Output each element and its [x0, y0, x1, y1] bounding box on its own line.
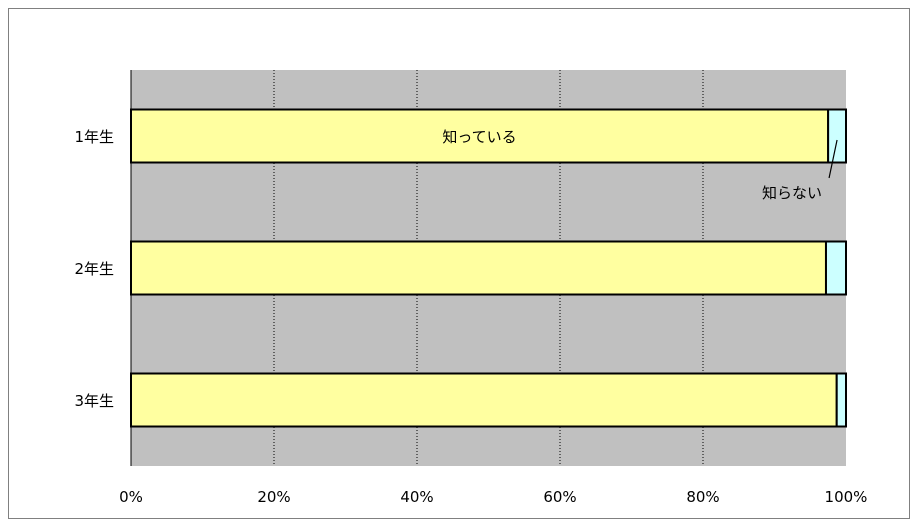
x-tick-label: 60%: [543, 488, 576, 506]
bar-unknown-3: [835, 372, 848, 428]
x-tick-label: 40%: [400, 488, 433, 506]
bar-known-1: [130, 108, 830, 164]
leader-line: [828, 139, 838, 179]
bars: [130, 108, 848, 428]
x-tick-labels: 0% 20% 40% 60% 80% 100%: [119, 488, 867, 506]
x-tick-label: 20%: [257, 488, 290, 506]
category-label: 1年生: [74, 128, 114, 146]
x-tick-label: 80%: [686, 488, 719, 506]
x-tick-label: 0%: [119, 488, 143, 506]
bar-unknown-1: [827, 108, 847, 164]
category-label: 3年生: [74, 392, 114, 410]
bar-known-3: [130, 372, 838, 428]
bar-known-2: [130, 240, 827, 296]
x-tick-label: 100%: [825, 488, 868, 506]
category-labels: 1年生 2年生 3年生: [74, 128, 114, 410]
bar-unknown-2: [824, 240, 847, 296]
category-label: 2年生: [74, 260, 114, 278]
series-label-unknown: 知らない: [762, 184, 822, 202]
series-label-known: 知っている: [442, 128, 516, 146]
